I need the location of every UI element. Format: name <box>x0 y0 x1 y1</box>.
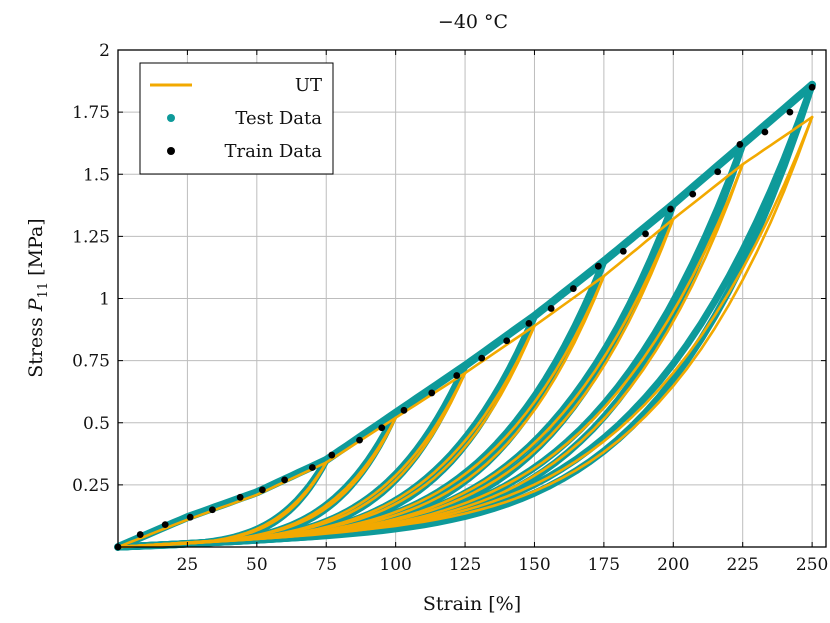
ut-reload-curve <box>116 115 814 549</box>
train-data-point <box>258 486 266 494</box>
train-data-point <box>161 521 169 529</box>
legend-ut-label: UT <box>295 75 322 96</box>
x-tick-label: 25 <box>177 555 199 575</box>
x-tick-label: 250 <box>796 555 828 575</box>
y-axis: 0.25 0.5 0.75 1 1.25 1.5 1.75 2 <box>72 41 826 496</box>
x-tick-label: 50 <box>246 555 268 575</box>
legend-train-marker <box>167 147 175 155</box>
y-axis-label-unit: [MPa] <box>25 218 47 282</box>
train-data-point <box>478 354 486 362</box>
train-data-point <box>761 128 769 136</box>
legend-test-marker <box>167 114 175 122</box>
train-data-point <box>689 190 697 198</box>
train-data-point <box>328 451 336 459</box>
train-data-point <box>786 108 794 116</box>
y-axis-label-main: Stress <box>25 311 47 378</box>
x-tick-label: 75 <box>315 555 337 575</box>
train-data-point <box>308 464 316 471</box>
y-tick-label: 1.5 <box>83 165 110 185</box>
train-data-point <box>642 230 649 238</box>
train-data-point <box>136 531 144 538</box>
legend-train-label: Train Data <box>224 141 322 162</box>
y-tick-label: 1 <box>99 290 110 310</box>
train-data-point <box>503 337 511 345</box>
train-data-point <box>667 205 674 213</box>
train-data-point <box>594 262 602 270</box>
y-tick-label: 2 <box>99 41 110 61</box>
y-axis-label: Stress P11 [MPa] <box>25 218 51 377</box>
x-tick-label: 175 <box>588 555 620 575</box>
legend-test-label: Test Data <box>235 108 322 129</box>
ut-series <box>116 115 814 549</box>
train-data-point <box>209 506 216 514</box>
train-data-point <box>236 493 244 501</box>
x-tick-label: 100 <box>379 555 411 575</box>
train-data-point <box>356 436 363 444</box>
train-data-point <box>281 476 288 484</box>
train-data-point <box>378 424 386 432</box>
train-data-point <box>569 285 577 292</box>
train-data-series <box>114 83 816 551</box>
y-axis-label-subscript: 11 <box>36 282 51 299</box>
y-axis-label-variable: P <box>25 297 47 312</box>
y-tick-label: 0.25 <box>72 476 110 496</box>
test-unload-curve <box>114 140 747 551</box>
x-tick-label: 225 <box>726 555 758 575</box>
train-data-point <box>428 389 436 397</box>
train-data-point <box>808 83 816 91</box>
y-tick-label: 0.5 <box>83 414 110 434</box>
train-data-point <box>525 319 533 327</box>
train-data-point <box>714 168 722 176</box>
x-tick-label: 150 <box>518 555 550 575</box>
train-data-point <box>453 372 461 379</box>
chart-title: −40 °C <box>438 11 508 33</box>
train-data-point <box>547 305 555 312</box>
train-data-point <box>619 247 627 255</box>
y-tick-label: 0.75 <box>72 352 110 372</box>
train-data-point <box>186 513 194 521</box>
y-tick-label: 1.25 <box>72 227 110 247</box>
train-data-point <box>736 141 744 148</box>
x-axis-label: Strain [%] <box>423 593 521 615</box>
legend: UT Test Data Train Data <box>139 62 334 175</box>
y-tick-label: 1.75 <box>72 103 110 123</box>
x-tick-label: 200 <box>657 555 689 575</box>
train-data-point <box>400 406 408 414</box>
x-tick-label: 125 <box>449 555 481 575</box>
x-axis: 25 50 75 100 125 150 175 200 225 250 <box>177 50 828 575</box>
